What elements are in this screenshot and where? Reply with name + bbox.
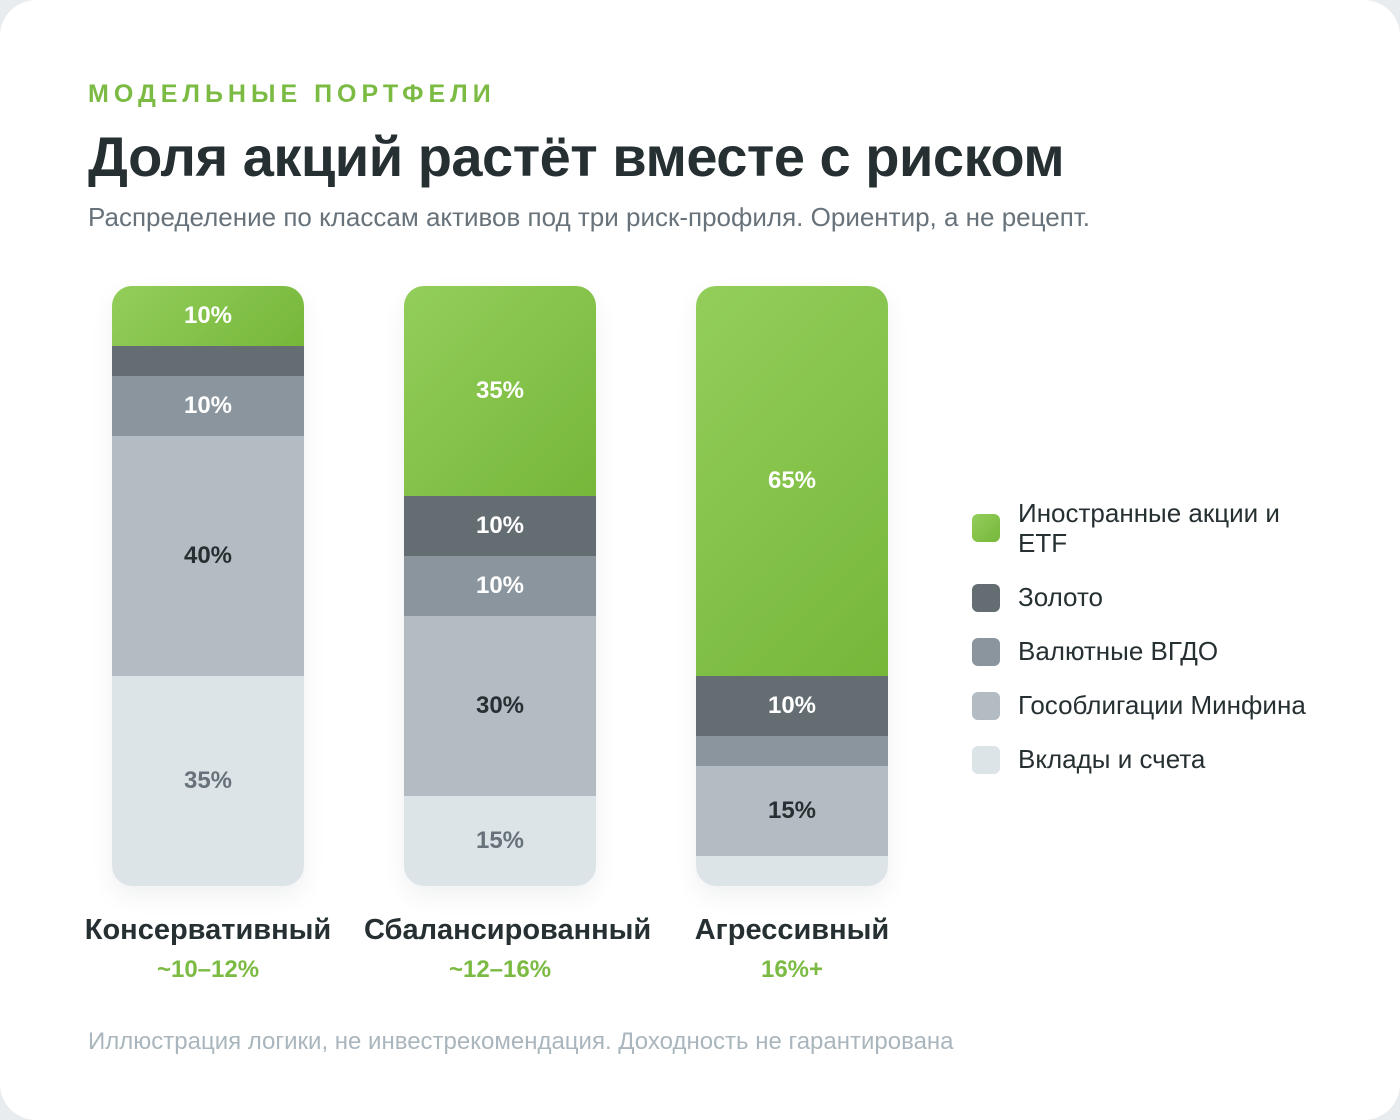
- segment-value-label: 10%: [475, 512, 525, 539]
- expected-return-label: 16%+: [760, 956, 824, 983]
- category-label: Консервативный: [84, 914, 332, 946]
- legend: Иностранные акции и ETF Золото Валютные ВГ…: [972, 498, 1332, 798]
- bar-segment: [696, 856, 888, 886]
- eyebrow: МОДЕЛЬНЫЕ ПОРТФЕЛИ: [88, 80, 496, 108]
- stacked-bar: 35% 10% 10% 30% 15%: [404, 286, 596, 886]
- legend-item: Золото: [972, 582, 1332, 612]
- chart-title: Доля акций растёт вместе с риском: [88, 125, 1065, 188]
- segment-value-label: 35%: [475, 377, 525, 404]
- bar-segment: 10%: [112, 286, 304, 346]
- legend-swatch: [972, 514, 1000, 542]
- legend-label: Вклады и счета: [1018, 744, 1206, 774]
- legend-item: Иностранные акции и ETF: [972, 498, 1332, 558]
- bar-segment: 15%: [404, 796, 596, 886]
- legend-label: Золото: [1018, 582, 1104, 612]
- bar-segment: 10%: [404, 496, 596, 556]
- bar-segment: 35%: [112, 676, 304, 886]
- bar-segment: [696, 736, 888, 766]
- segment-value-label: 10%: [475, 572, 525, 599]
- category-label: Агрессивный: [694, 914, 890, 946]
- legend-item: Гособлигации Минфина: [972, 690, 1332, 720]
- category-label: Сбалансированный: [364, 914, 652, 946]
- stacked-bar: 10% 10% 40% 35%: [112, 286, 304, 886]
- stacked-bar: 65% 10% 15%: [696, 286, 888, 886]
- legend-item: Валютные ВГДО: [972, 636, 1332, 666]
- segment-value-label: 10%: [183, 302, 233, 329]
- bar-segment: 10%: [696, 676, 888, 736]
- legend-label: Валютные ВГДО: [1018, 636, 1219, 666]
- expected-return-label: ~12–16%: [448, 956, 552, 983]
- segment-value-label: 35%: [183, 767, 233, 794]
- bar-segment: [112, 346, 304, 376]
- bar-segment: 65%: [696, 286, 888, 676]
- segment-value-label: 30%: [475, 692, 525, 719]
- segment-value-label: 15%: [767, 797, 817, 824]
- bar-segment: 40%: [112, 436, 304, 676]
- footnote: Иллюстрация логики, не инвестрекомендаци…: [88, 1028, 954, 1055]
- segment-value-label: 65%: [767, 467, 817, 494]
- portfolio-column: 65% 10% 15% Агрессивный 16%+: [695, 286, 889, 983]
- legend-swatch: [972, 638, 1000, 666]
- bar-segment: 30%: [404, 616, 596, 796]
- legend-swatch: [972, 746, 1000, 774]
- portfolio-column: 35% 10% 10% 30% 15% Сбалансированный ~12–16%: [364, 286, 651, 983]
- segment-value-label: 10%: [183, 392, 233, 419]
- legend-label: Иностранные акции и ETF: [1018, 498, 1280, 558]
- bar-segment: 35%: [404, 286, 596, 496]
- segment-value-label: 40%: [183, 542, 233, 569]
- expected-return-label: ~10–12%: [156, 956, 260, 983]
- portfolio-column: 10% 10% 40% 35% Консервативный ~10–12%: [85, 286, 331, 983]
- legend-swatch: [972, 692, 1000, 720]
- chart-subtitle: Распределение по классам активов под три…: [88, 202, 1091, 232]
- segment-value-label: 15%: [475, 827, 525, 854]
- bar-segment: 15%: [696, 766, 888, 856]
- bar-segment: 10%: [112, 376, 304, 436]
- legend-swatch: [972, 584, 1000, 612]
- legend-item: Вклады и счета: [972, 744, 1332, 774]
- segment-value-label: 10%: [767, 692, 817, 719]
- legend-label: Гособлигации Минфина: [1018, 690, 1306, 720]
- bar-segment: 10%: [404, 556, 596, 616]
